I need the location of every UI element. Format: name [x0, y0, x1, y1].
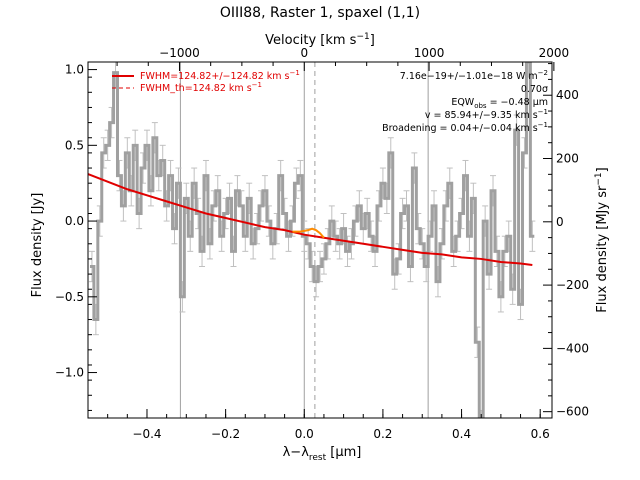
y2-tick-label: −400	[556, 341, 589, 355]
x-axis-title: λ−λrest [μm]	[283, 445, 362, 463]
x-tick-label: −0.4	[132, 427, 161, 441]
y-tick-label: −1.0	[55, 366, 84, 380]
annotation-sigma: 0.70σ	[521, 84, 548, 95]
y2-axis-title: Flux density [MJy sr−1]	[594, 167, 610, 312]
plot-frame	[87, 61, 553, 419]
y-tick-label: 0.0	[65, 214, 84, 228]
y2-tick-label: −200	[556, 278, 589, 292]
legend: FWHM=124.82+/−124.82 km s−1 FWHM_th=124.…	[112, 69, 300, 94]
y-tick-label: 1.0	[65, 63, 84, 77]
x2-axis-title: Velocity [km s−1]	[265, 32, 375, 48]
x2-tick-label: −1000	[159, 46, 200, 60]
y2-tick-label: −600	[556, 405, 589, 419]
y2-tick-label: 400	[556, 88, 579, 102]
x2-tick-label: 2000	[539, 46, 570, 60]
x-tick-label: −0.2	[211, 427, 240, 441]
x2-tick-label: 1000	[414, 46, 445, 60]
x-tick-label: 0.4	[452, 427, 471, 441]
x-tick-label: 0.0	[295, 427, 314, 441]
annotations: 7.16e−19+/−1.01e−18 W m−2 0.70σ EQWobs =…	[382, 69, 548, 134]
y2-tick-label: 200	[556, 152, 579, 166]
data-series-line	[89, 62, 535, 418]
legend-label-fwhm: FWHM=124.82+/−124.82 km s−1	[140, 69, 300, 82]
annotation-velocity: v = 85.94+/−9.35 km s−1	[425, 108, 548, 121]
x-tick-label: 0.2	[373, 427, 392, 441]
plot-area	[88, 62, 536, 418]
fit-curve	[88, 173, 533, 266]
annotation-flux: 7.16e−19+/−1.01e−18 W m−2	[400, 69, 548, 82]
y-tick-label: −0.5	[55, 290, 84, 304]
y-axis-title: Flux density [Jy]	[30, 193, 45, 298]
axes: −0.4 −0.2 0.0 0.2 0.4 0.6 −1.0 −0.5 0.0 0.5 1.0 −10…	[55, 46, 589, 441]
y-tick-label: 0.5	[65, 138, 84, 152]
y2-tick-label: 0	[556, 215, 564, 229]
x-tick-label: 0.6	[531, 427, 550, 441]
annotation-broadening: Broadening = 0.04+/−0.04 km s−1	[382, 121, 548, 134]
legend-label-fwhm-th: FWHM_th=124.82 km s−1	[140, 81, 262, 94]
x2-tick-label: 0	[300, 46, 308, 60]
annotation-eqw: EQWobs = −0.48 μm	[451, 97, 548, 110]
line-component-curve	[292, 227, 325, 239]
chart-title: OIII88, Raster 1, spaxel (1,1)	[220, 5, 420, 21]
